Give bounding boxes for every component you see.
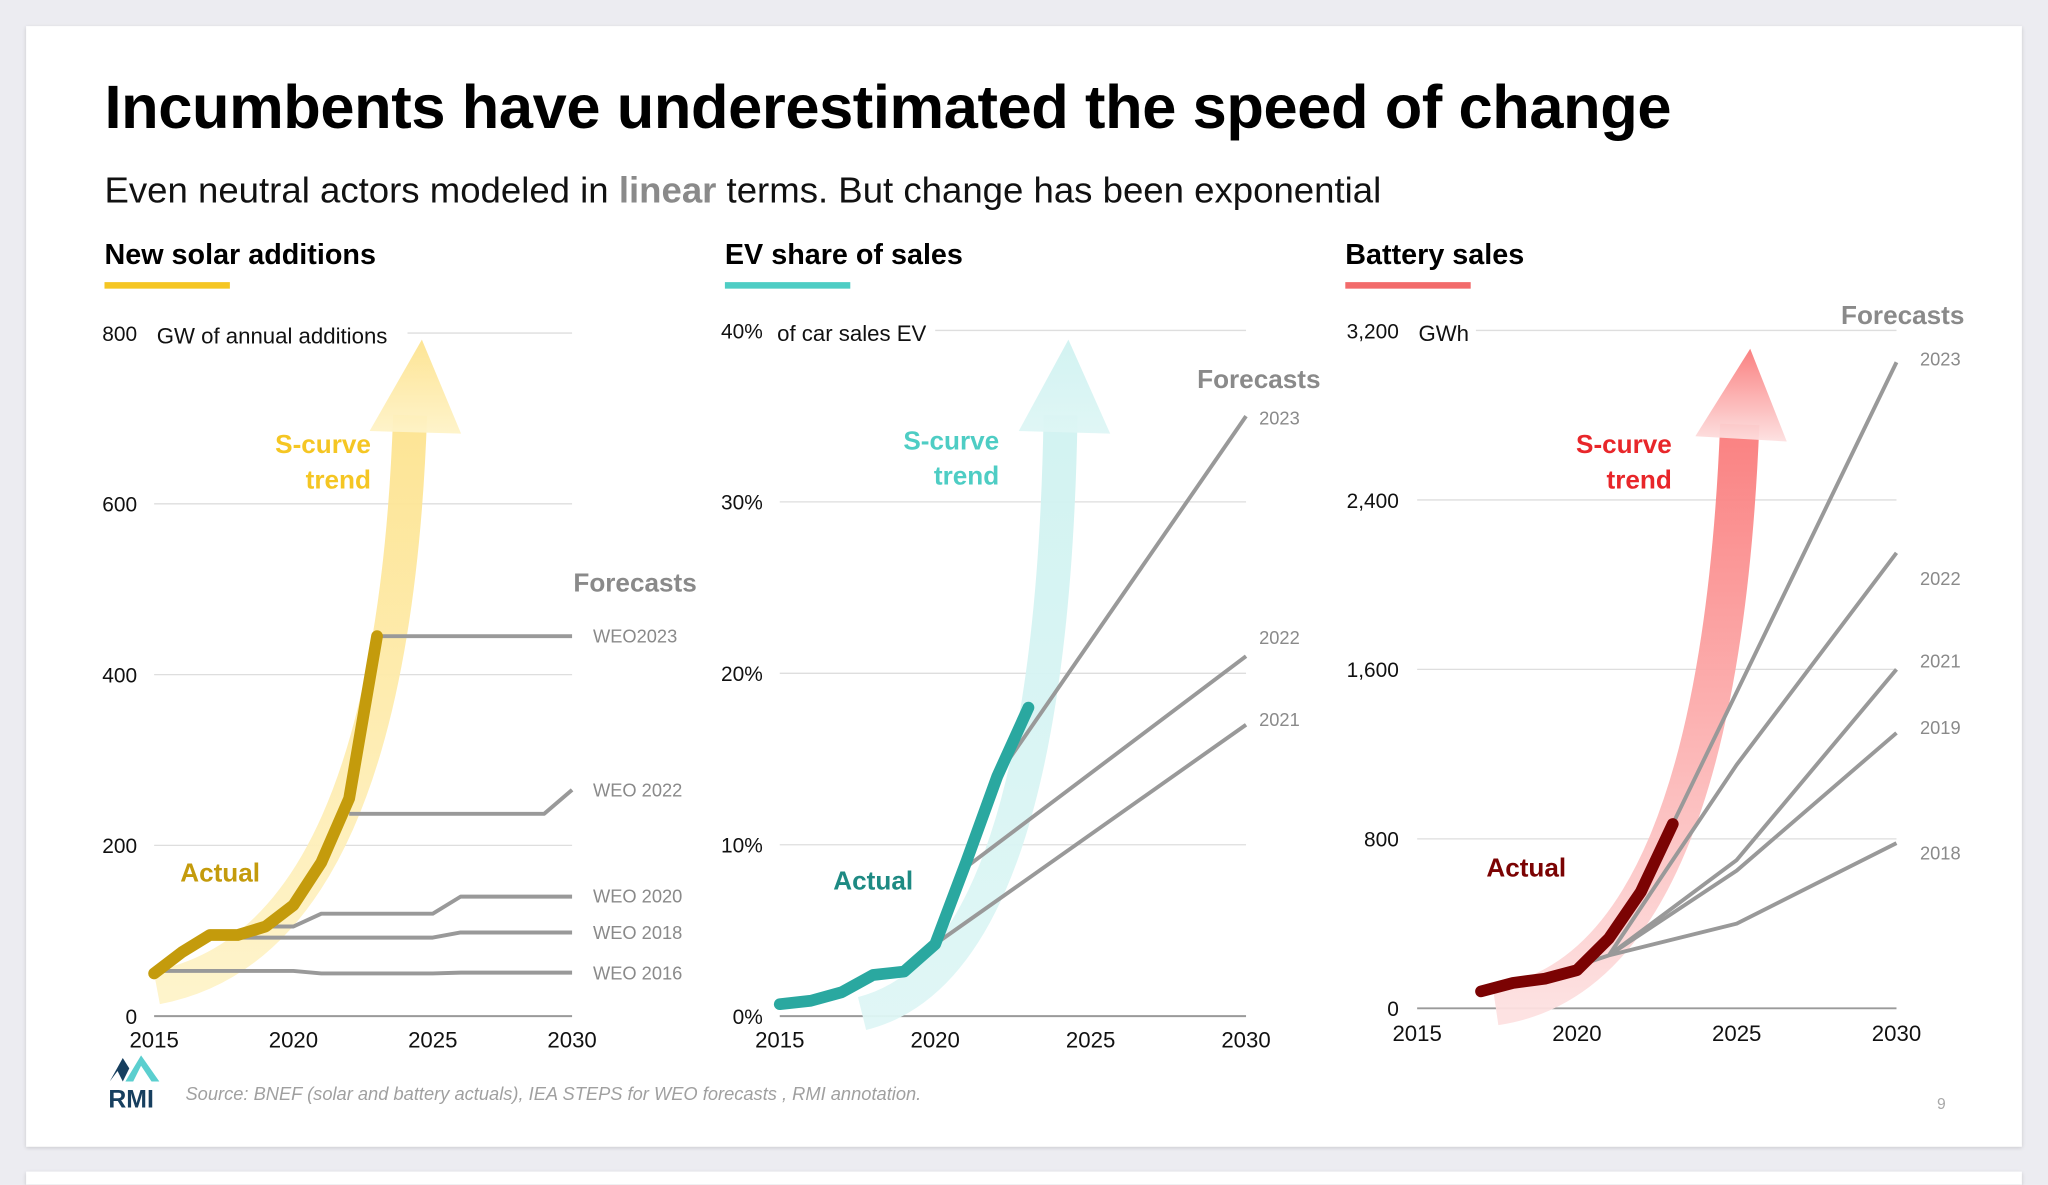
forecast-label: 2022 <box>1259 627 1300 648</box>
s-curve-arrow-head <box>1018 339 1111 434</box>
forecasts-label: Forecasts <box>1197 364 1320 394</box>
s-curve-arrow-body <box>857 415 1078 1031</box>
y-tick-label: 40% <box>721 320 763 343</box>
y-tick-label: 0% <box>733 1006 763 1029</box>
s-curve-label: S-curve <box>275 429 371 459</box>
s-curve-arrow-head <box>369 339 462 434</box>
x-tick-label: 2020 <box>269 1028 318 1053</box>
y-tick-label: 30% <box>721 492 763 515</box>
subtitle-part: terms. But change has been exponential <box>716 169 1382 211</box>
y-tick-label: 200 <box>102 835 137 858</box>
y-tick-label: 0 <box>1387 998 1399 1021</box>
forecast-label: 2018 <box>1920 842 1961 863</box>
s-curve-label: trend <box>934 461 999 491</box>
forecast-line <box>154 968 573 976</box>
y-tick-label: 800 <box>102 323 137 346</box>
subtitle-emphasis: linear <box>618 169 717 211</box>
rmi-logo: RMI <box>108 1055 160 1111</box>
forecast-line <box>349 788 574 816</box>
s-curve-label: S-curve <box>903 425 999 455</box>
s-curve-arrow-body <box>153 414 428 1005</box>
slide <box>26 26 2022 1147</box>
forecast-label: 2019 <box>1920 717 1961 738</box>
y-tick-label: 0 <box>126 1006 138 1029</box>
forecast-label: 2023 <box>1920 349 1961 370</box>
actual-line <box>1475 818 1679 998</box>
forecast-line <box>934 723 1248 946</box>
forecast-label: WEO 2016 <box>593 963 682 984</box>
page-number: 9 <box>1936 1094 1946 1113</box>
forecast-line <box>1607 668 1898 957</box>
source-note: Source: BNEF (solar and battery actuals)… <box>185 1082 922 1104</box>
y-tick-label: 20% <box>721 663 763 686</box>
y-tick-label: 600 <box>102 494 137 517</box>
s-curve-label: trend <box>306 464 371 494</box>
forecast-line <box>1607 551 1899 957</box>
y-tick-label: 400 <box>102 664 137 687</box>
forecast-line <box>209 930 573 940</box>
x-tick-label: 2015 <box>129 1028 178 1053</box>
forecast-label: WEO 2020 <box>593 886 682 907</box>
slide-subtitle: Even neutral actors modeled in linear te… <box>104 170 1381 212</box>
s-curve-label: trend <box>1607 464 1672 494</box>
actual-label: Actual <box>833 865 913 895</box>
s-curve-label: S-curve <box>1576 429 1672 459</box>
x-tick-label: 2030 <box>1872 1021 1921 1046</box>
x-tick-label: 2015 <box>1392 1021 1441 1046</box>
battery-title-underline <box>1345 282 1471 289</box>
solar-title-underline <box>104 282 230 289</box>
forecast-label: 2021 <box>1259 709 1300 730</box>
x-tick-label: 2015 <box>755 1028 804 1053</box>
battery-panel-title: Battery sales <box>1345 237 1525 271</box>
x-tick-label: 2020 <box>1552 1021 1601 1046</box>
x-tick-label: 2025 <box>1712 1021 1761 1046</box>
forecast-label: 2023 <box>1259 407 1300 428</box>
x-tick-label: 2020 <box>911 1028 960 1053</box>
x-tick-label: 2030 <box>1221 1028 1270 1053</box>
forecast-label: 2022 <box>1920 568 1961 589</box>
actual-line <box>773 701 1035 1011</box>
forecasts-label: Forecasts <box>573 568 696 598</box>
forecast-line <box>265 894 573 929</box>
y-tick-label: 10% <box>721 835 763 858</box>
forecast-label: 2021 <box>1920 650 1961 671</box>
y-tick-label: 2,400 <box>1347 490 1399 513</box>
y-axis-unit-label: GW of annual additions <box>157 324 388 349</box>
slide-title: Incumbents have underestimated the speed… <box>104 71 1672 142</box>
forecast-line <box>965 654 1248 869</box>
actual-label: Actual <box>1486 852 1566 882</box>
y-axis-unit-label: of car sales EV <box>777 321 926 346</box>
forecast-line <box>995 415 1248 778</box>
y-tick-label: 800 <box>1364 829 1399 852</box>
forecast-label: WEO 2022 <box>593 780 682 801</box>
y-tick-label: 1,600 <box>1347 659 1399 682</box>
forecast-line <box>1671 361 1899 825</box>
ev-title-underline <box>724 282 851 289</box>
forecast-label: WEO2023 <box>593 626 677 647</box>
x-tick-label: 2025 <box>408 1028 457 1053</box>
actual-line <box>148 630 383 980</box>
x-tick-label: 2030 <box>547 1028 596 1053</box>
x-tick-label: 2025 <box>1066 1028 1115 1053</box>
subtitle-part: Even neutral actors modeled in <box>104 169 619 211</box>
y-axis-unit-label: GWh <box>1418 321 1469 346</box>
s-curve-arrow-head <box>1695 348 1787 442</box>
actual-label: Actual <box>180 858 260 888</box>
solar-panel-title: New solar additions <box>104 237 376 271</box>
logo-text: RMI <box>108 1087 153 1111</box>
forecast-label: WEO 2018 <box>593 922 682 943</box>
y-tick-label: 3,200 <box>1347 320 1399 343</box>
ev-panel-title: EV share of sales <box>724 237 963 271</box>
forecasts-label: Forecasts <box>1841 300 1964 330</box>
forecast-line <box>1607 731 1898 957</box>
